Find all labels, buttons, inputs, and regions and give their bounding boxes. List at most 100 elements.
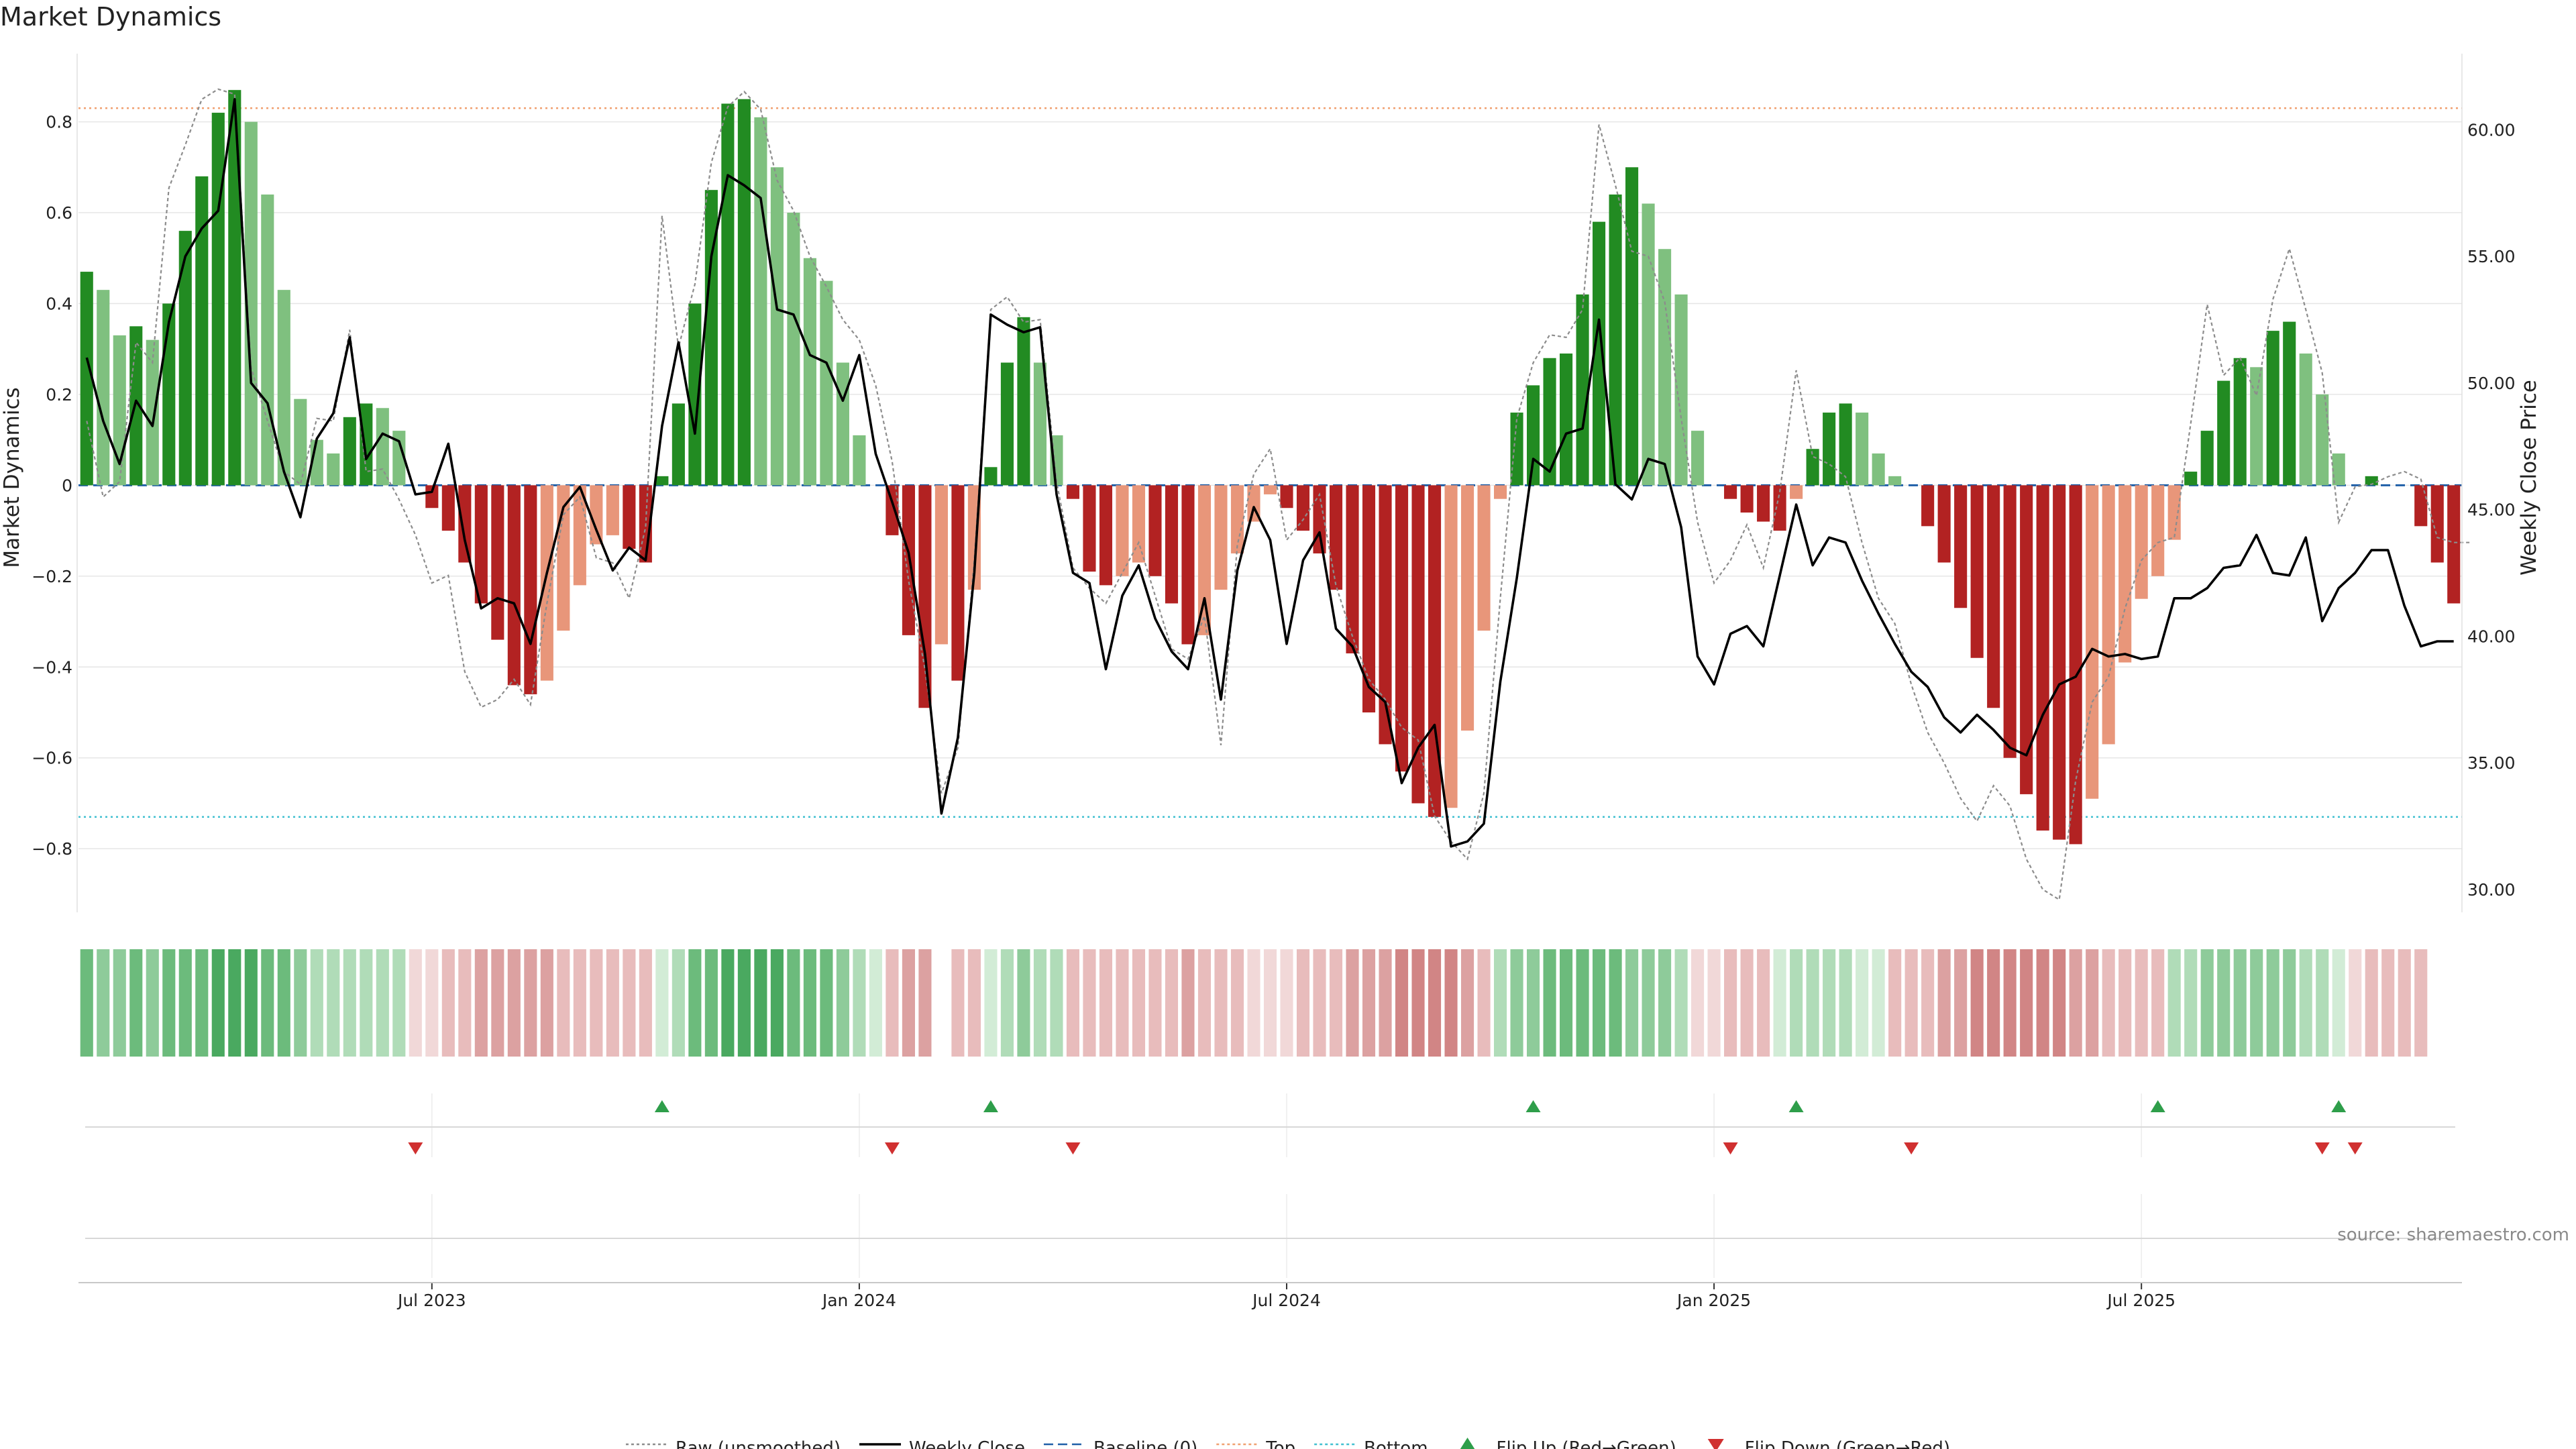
strip-cell	[1707, 949, 1721, 1057]
dynamics-heat-strip	[80, 949, 2428, 1057]
right-tick-label: 55.00	[2467, 247, 2516, 266]
strip-cell	[97, 949, 110, 1057]
date-axis: Jul 2023 Jan 2024 Jul 2024 Jan 2025 Jul 2025	[78, 1282, 2462, 1310]
strip-cell	[754, 949, 767, 1057]
market-dynamics-bar	[491, 485, 504, 640]
market-dynamics-bar	[524, 485, 537, 694]
market-dynamics-bar	[2430, 485, 2444, 563]
strip-cell	[1526, 949, 1540, 1057]
market-dynamics-bar	[820, 280, 833, 486]
right-tick-label: 60.00	[2467, 120, 2516, 140]
weekly-close-line	[85, 98, 2454, 848]
strip-cell	[261, 949, 274, 1057]
market-dynamics-bar	[507, 485, 521, 686]
strip-cell	[343, 949, 356, 1057]
strip-cell	[458, 949, 472, 1057]
market-dynamics-bar	[2414, 485, 2428, 527]
strip-cell	[425, 949, 439, 1057]
strip-cell	[2118, 949, 2132, 1057]
market-dynamics-bar	[1954, 485, 1968, 608]
market-dynamics-bar	[1937, 485, 1951, 563]
strip-cell	[573, 949, 586, 1057]
strip-cell	[2036, 949, 2049, 1057]
strip-cell	[1757, 949, 1770, 1057]
strip-cell	[967, 949, 981, 1057]
strip-cell	[540, 949, 553, 1057]
strip-cell	[474, 949, 488, 1057]
strip-cell	[244, 949, 258, 1057]
left-axis-ticks: 0.8 0.6 0.4 0.2 0 −0.2 −0.4 −0.6 −0.8	[32, 113, 72, 859]
strip-cell	[1000, 949, 1014, 1057]
market-dynamics-bar	[1625, 167, 1639, 486]
strip-cell	[951, 949, 965, 1057]
left-axis-label: Market Dynamics	[0, 387, 24, 568]
market-dynamics-bar	[2365, 476, 2378, 486]
strip-cell	[1609, 949, 1622, 1057]
left-tick-label: 0.2	[46, 385, 72, 405]
market-dynamics-bar	[1116, 485, 1129, 576]
strip-cell	[1066, 949, 1080, 1057]
strip-cell	[1017, 949, 1030, 1057]
market-dynamics-bar	[1346, 485, 1359, 653]
strip-cell	[2200, 949, 2214, 1057]
market-dynamics-bar	[1921, 485, 1935, 527]
market-dynamics-bar	[376, 408, 389, 486]
strip-cell	[146, 949, 159, 1057]
market-dynamics-bar	[1724, 485, 1737, 499]
strip-cell	[1839, 949, 1852, 1057]
market-dynamics-bar	[1740, 485, 1754, 513]
market-dynamics-bar	[425, 485, 439, 508]
strip-cell	[1313, 949, 1326, 1057]
strip-cell	[1148, 949, 1162, 1057]
left-tick-label: −0.6	[32, 749, 72, 768]
market-dynamics-bar	[2184, 472, 2198, 486]
left-tick-label: 0.4	[46, 294, 72, 313]
strip-cell	[294, 949, 307, 1057]
strip-cell	[1247, 949, 1260, 1057]
strip-cell	[409, 949, 422, 1057]
market-dynamics-bar	[2250, 367, 2263, 486]
market-dynamics-bar	[2003, 485, 2017, 758]
chart-legend: Raw (unsmoothed) Weekly Close Baseline (0)…	[625, 1438, 1950, 1449]
strip-cell	[1379, 949, 1392, 1057]
market-dynamics-bar	[1017, 317, 1030, 486]
market-dynamics-bar	[951, 485, 965, 681]
market-dynamics-bar	[2069, 485, 2082, 845]
strip-cell	[1740, 949, 1754, 1057]
market-dynamics-bar	[1181, 485, 1195, 645]
strip-cell	[1214, 949, 1228, 1057]
price-lines	[85, 88, 2471, 901]
right-tick-label: 50.00	[2467, 374, 2516, 393]
market-dynamics-bar	[984, 467, 998, 486]
market-dynamics-bar	[770, 167, 784, 486]
market-dynamics-bar	[2316, 394, 2329, 486]
legend-marker	[1460, 1438, 1475, 1449]
flip-up-marker	[1525, 1100, 1541, 1112]
left-tick-label: 0	[62, 476, 72, 495]
market-dynamics-bar	[261, 194, 274, 486]
market-dynamics-bar	[1099, 485, 1113, 586]
strip-cell	[1560, 949, 1573, 1057]
strip-cell	[1888, 949, 1902, 1057]
market-dynamics-bar	[277, 290, 290, 486]
market-dynamics-bar	[343, 417, 356, 486]
flip-up-marker	[1788, 1100, 1804, 1112]
strip-cell	[162, 949, 176, 1057]
market-dynamics-bar	[2217, 380, 2231, 486]
market-dynamics-bar	[853, 435, 866, 486]
market-dynamics-bar	[1773, 485, 1786, 531]
market-dynamics-bar	[1362, 485, 1376, 713]
strip-cell	[1970, 949, 1984, 1057]
market-dynamics-bar	[1642, 203, 1655, 486]
market-dynamics-bar	[1329, 485, 1343, 590]
market-dynamics-bar	[392, 431, 406, 486]
strip-cell	[1329, 949, 1343, 1057]
market-dynamics-bar	[836, 362, 849, 486]
market-dynamics-bar	[787, 213, 800, 486]
strip-cell	[1773, 949, 1786, 1057]
market-dynamics-bar	[1970, 485, 1984, 658]
market-dynamics-bar	[178, 231, 192, 486]
market-dynamics-bar	[441, 485, 455, 531]
market-dynamics-bar	[1066, 485, 1080, 499]
